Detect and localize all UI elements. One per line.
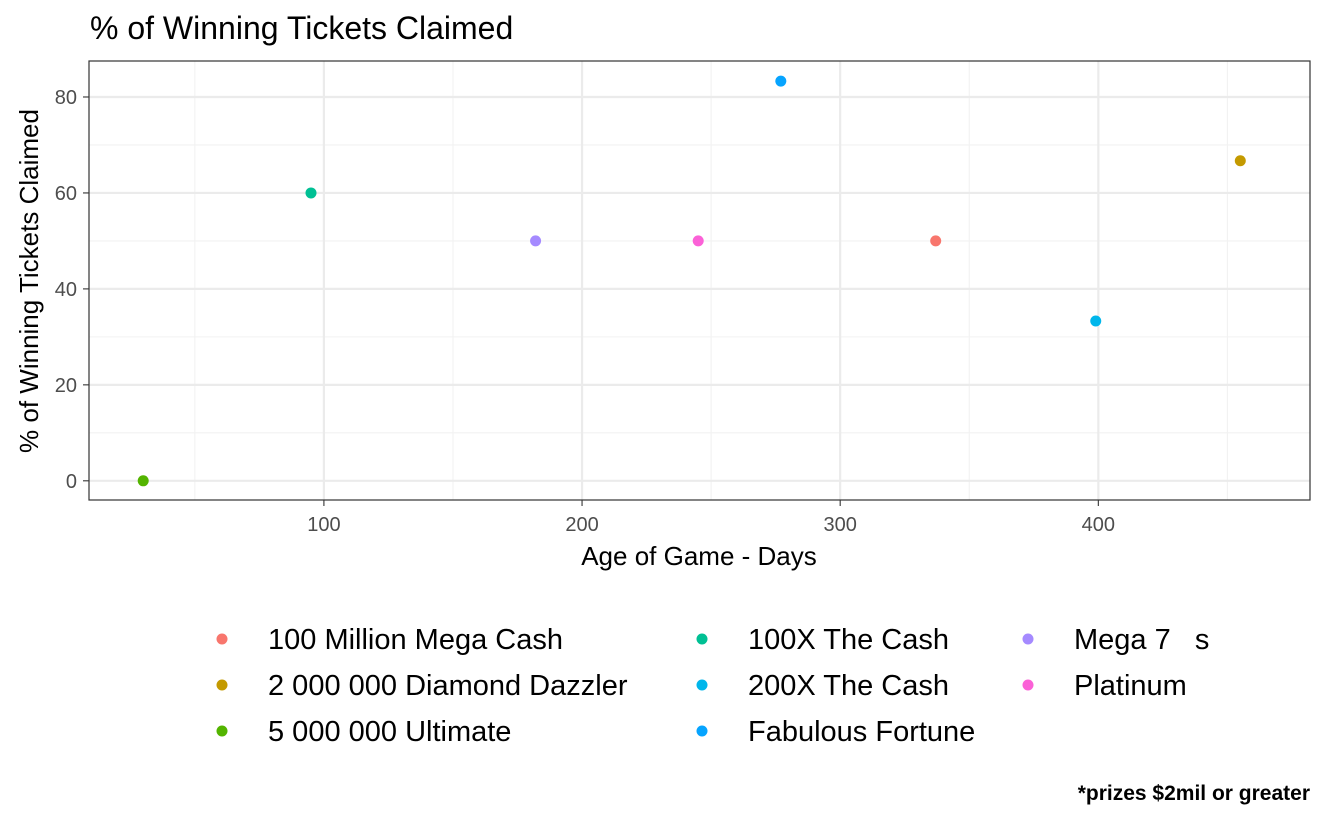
legend-item: Mega 7 s	[1022, 624, 1209, 656]
legend-item: Fabulous Fortune	[696, 716, 975, 748]
legend: 100 Million Mega Cash 2 000 000 Diamond D…	[216, 624, 1209, 748]
legend-key	[216, 679, 228, 691]
legend-item: 5 000 000 Ultimate	[216, 716, 511, 748]
y-axis-title: % of Winning Tickets Claimed	[14, 109, 44, 453]
chart-title: % of Winning Tickets Claimed	[90, 10, 513, 46]
legend-item: 100X The Cash	[696, 624, 949, 656]
x-axis-ticks: 100 200 300 400	[307, 500, 1115, 536]
legend-key	[216, 725, 228, 737]
legend-label: Platinum	[1074, 670, 1187, 702]
legend-label: 200X The Cash	[748, 670, 949, 702]
y-tick-label: 60	[55, 183, 77, 205]
legend-label: 100 Million Mega Cash	[268, 624, 563, 656]
y-tick-label: 20	[55, 375, 77, 397]
y-axis-ticks: 0 20 40 60 80	[55, 87, 89, 493]
legend-key	[696, 679, 708, 691]
x-tick-label: 100	[307, 514, 340, 536]
legend-key	[1022, 679, 1034, 691]
legend-item: 100 Million Mega Cash	[216, 624, 563, 656]
legend-label: 5 000 000 Ultimate	[268, 716, 511, 748]
legend-item: 2 000 000 Diamond Dazzler	[216, 670, 628, 702]
data-point	[530, 235, 542, 247]
x-axis-title: Age of Game - Days	[581, 541, 817, 571]
data-point	[1234, 155, 1246, 167]
legend-label: Mega 7 s	[1074, 624, 1209, 656]
y-tick-label: 80	[55, 87, 77, 109]
x-tick-label: 300	[823, 514, 856, 536]
legend-key	[216, 633, 228, 645]
legend-label: 2 000 000 Diamond Dazzler	[268, 670, 628, 702]
x-tick-label: 200	[565, 514, 598, 536]
legend-item: Platinum	[1022, 670, 1187, 702]
x-tick-label: 400	[1082, 514, 1115, 536]
plot-panel	[88, 60, 1311, 501]
y-tick-label: 40	[55, 279, 77, 301]
data-point	[137, 475, 149, 487]
legend-item: 200X The Cash	[696, 670, 949, 702]
y-tick-label: 0	[66, 471, 77, 493]
data-point	[775, 75, 787, 87]
legend-label: 100X The Cash	[748, 624, 949, 656]
data-point	[930, 235, 942, 247]
legend-label: Fabulous Fortune	[748, 716, 975, 748]
legend-key	[696, 633, 708, 645]
legend-key	[696, 725, 708, 737]
caption: *prizes $2mil or greater	[1078, 782, 1310, 805]
data-point	[305, 187, 317, 199]
data-point	[692, 235, 704, 247]
legend-key	[1022, 633, 1034, 645]
data-points	[137, 75, 1246, 487]
data-point	[1090, 315, 1102, 327]
grid	[89, 61, 1310, 500]
